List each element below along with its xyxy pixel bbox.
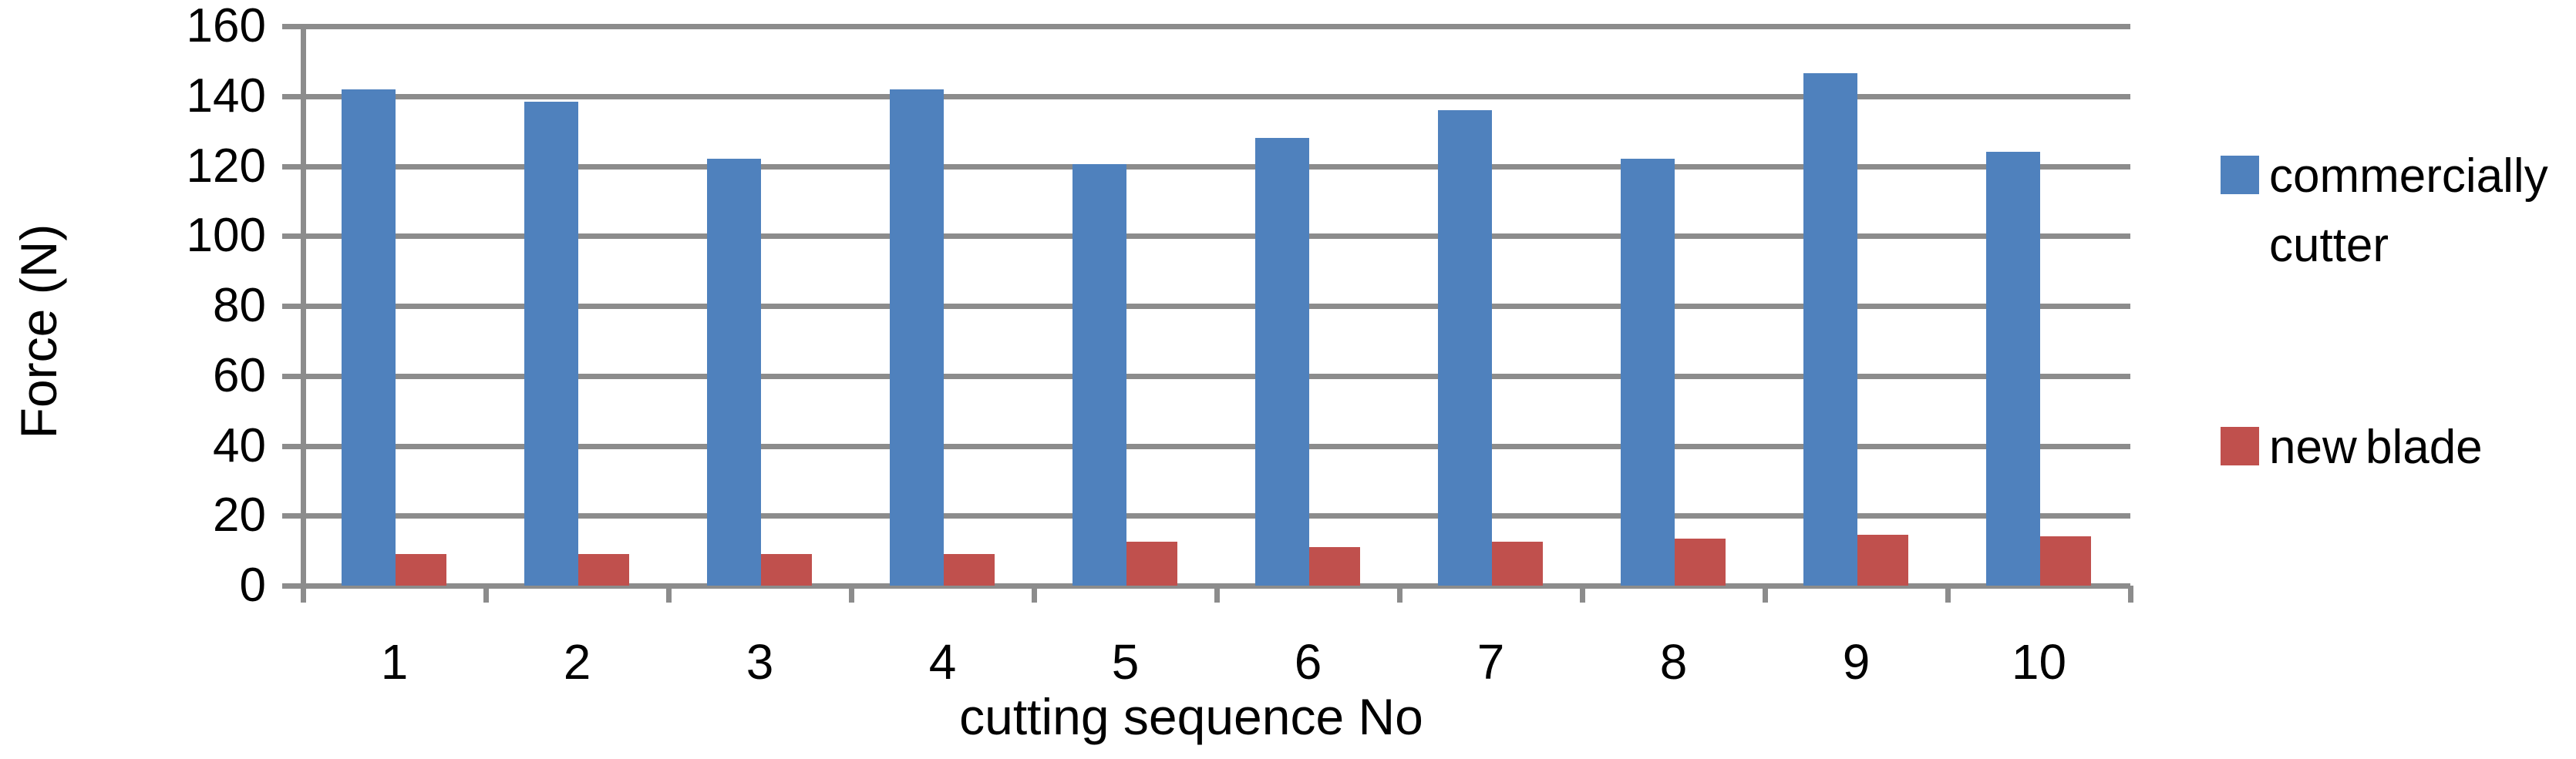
bar-commercially-cutter-1 [342,89,396,586]
y-axis-tick-160 [282,24,303,29]
y-axis-label-20: 20 [213,489,266,542]
x-axis-label-3: 3 [746,634,774,690]
x-axis-tick-7 [1580,586,1585,603]
bar-commercially-cutter-5 [1072,164,1126,586]
gridline-20 [303,513,2130,519]
x-axis-tick-1 [483,586,489,603]
y-axis-label-120: 120 [186,139,266,193]
gridline-40 [303,443,2130,449]
x-axis-label-1: 1 [380,634,409,690]
legend-label-new-blade: new blade [2269,421,2483,474]
legend: commercially cutter new blade [2221,0,2576,759]
y-axis-label-0: 0 [239,559,266,612]
bar-new-blade-6 [1309,547,1360,586]
gridline-120 [303,163,2130,170]
bar-new-blade-7 [1492,542,1543,586]
legend-item-new-blade: new blade [2221,421,2483,482]
x-axis-tick-6 [1397,586,1402,603]
bar-new-blade-8 [1675,539,1726,586]
gridline-140 [303,93,2130,99]
y-axis-label-60: 60 [213,348,266,402]
bar-commercially-cutter-6 [1255,138,1309,586]
y-axis-tick-140 [282,93,303,99]
gridline-160 [303,24,2130,29]
x-axis-label-9: 9 [1842,634,1871,690]
y-axis-tick-120 [282,163,303,170]
gridline-80 [303,304,2130,309]
x-axis-label-2: 2 [563,634,591,690]
bar-new-blade-1 [396,554,446,586]
bar-new-blade-5 [1126,542,1177,586]
x-axis-label-10: 10 [2011,634,2067,690]
bar-commercially-cutter-10 [1986,152,2040,586]
y-axis-tick-40 [282,443,303,449]
bar-new-blade-10 [2040,536,2091,586]
gridline-60 [303,373,2130,379]
bar-new-blade-3 [761,554,812,586]
x-axis-label-8: 8 [1659,634,1688,690]
y-axis-label-80: 80 [213,279,266,332]
x-axis-tick-3 [849,586,854,603]
y-axis-label-40: 40 [213,418,266,472]
bar-new-blade-4 [944,554,995,586]
bar-commercially-cutter-3 [707,159,761,586]
x-axis-tick-2 [666,586,672,603]
legend-item-commercially-cutter: commercially cutter [2221,149,2576,280]
bar-commercially-cutter-2 [524,102,578,586]
x-axis-label-5: 5 [1111,634,1140,690]
x-axis-title: cutting sequence No [959,688,1423,745]
x-axis-tick-9 [1945,586,1951,603]
x-axis-tick-8 [1763,586,1768,603]
x-axis-label-6: 6 [1294,634,1322,690]
y-axis-label-100: 100 [186,209,266,263]
x-axis-label-7: 7 [1477,634,1505,690]
legend-swatch-commercially-cutter [2221,156,2259,194]
x-axis-label-4: 4 [928,634,957,690]
x-axis-line [282,583,2130,589]
legend-swatch-new-blade [2221,427,2259,465]
bar-new-blade-2 [578,554,629,586]
y-axis-tick-80 [282,304,303,309]
x-axis-tick-10 [2128,586,2133,603]
y-axis-label-160: 160 [186,0,266,52]
y-axis-label-140: 140 [186,69,266,123]
bar-new-blade-9 [1857,535,1908,586]
legend-label-commercially-cutter: commercially cutter [2269,149,2548,272]
bar-commercially-cutter-4 [890,89,944,586]
x-axis-tick-4 [1032,586,1037,603]
y-axis-line [301,26,306,603]
y-axis-tick-100 [282,233,303,240]
x-axis-tick-5 [1214,586,1220,603]
gridline-100 [303,233,2130,240]
y-axis-tick-20 [282,513,303,519]
y-axis-tick-60 [282,373,303,379]
bar-commercially-cutter-7 [1438,110,1492,586]
bar-commercially-cutter-8 [1621,159,1675,586]
bar-commercially-cutter-9 [1803,73,1857,586]
